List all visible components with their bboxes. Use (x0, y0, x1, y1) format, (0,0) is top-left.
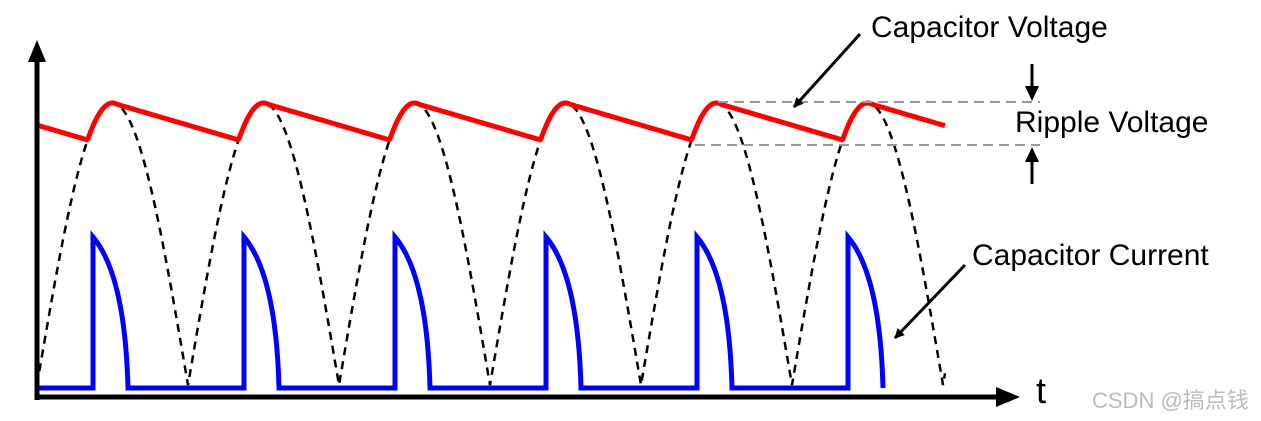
y-axis-arrow (28, 40, 46, 62)
voltage-pointer (792, 32, 862, 109)
capacitor-voltage (35, 100, 947, 143)
capacitor-current-label: Capacitor Current (972, 239, 1209, 272)
ripple-arrowhead-up (1025, 147, 1039, 162)
capacitor-voltage-label: Capacitor Voltage (871, 11, 1108, 44)
current-pointer (893, 263, 967, 340)
rectified-sine (35, 101, 947, 386)
time-axis-label: t (1036, 370, 1046, 411)
ripple-arrowhead-down (1025, 86, 1039, 101)
waveforms (35, 100, 947, 391)
x-axis-arrow (996, 387, 1020, 407)
ripple-voltage-label: Ripple Voltage (1015, 106, 1208, 139)
capacitor-current (37, 230, 886, 391)
watermark: CSDN @搞点钱 (1092, 388, 1249, 413)
